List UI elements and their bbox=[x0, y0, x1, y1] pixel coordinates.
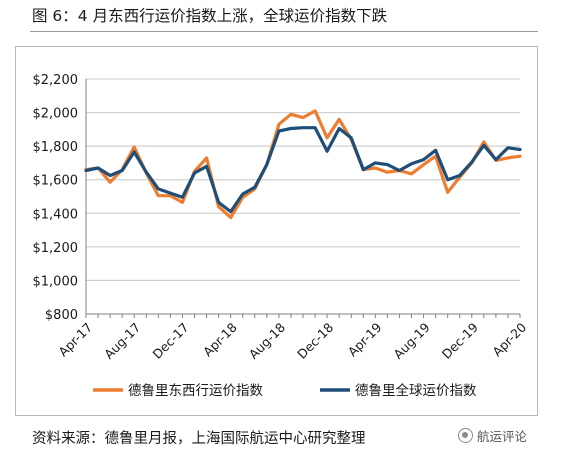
figure-title: 图 6：4 月东西行运价指数上涨，全球运价指数下跌 bbox=[32, 7, 388, 25]
series-line-east-west bbox=[84, 109, 522, 220]
x-tick-label: Dec-19 bbox=[439, 320, 481, 362]
y-tick-label: $1,200 bbox=[33, 241, 79, 256]
y-tick-label: $1,000 bbox=[33, 274, 79, 289]
x-tick-label: Apr-19 bbox=[345, 320, 385, 360]
watermark: 航运评论 bbox=[458, 426, 527, 445]
title-divider bbox=[30, 31, 538, 32]
watermark-text: 航运评论 bbox=[477, 429, 528, 444]
series-line-global bbox=[84, 126, 522, 214]
x-tick-label: Aug-17 bbox=[101, 320, 143, 362]
source-note: 资料来源：德鲁里月报，上海国际航运中心研究整理 bbox=[32, 431, 366, 447]
x-tick-label: Dec-17 bbox=[149, 320, 191, 362]
x-tick-label: Apr-18 bbox=[200, 320, 240, 360]
y-tick-label: $1,600 bbox=[33, 174, 79, 189]
x-tick-label: Apr-17 bbox=[55, 320, 95, 360]
x-tick-label: Dec-18 bbox=[294, 320, 336, 362]
y-tick-label: $1,800 bbox=[33, 140, 79, 155]
chart-frame bbox=[15, 46, 538, 416]
y-tick-label: $2,200 bbox=[33, 73, 79, 88]
legend-label: 德鲁里全球运价指数 bbox=[355, 382, 477, 399]
x-tick-label: Apr-20 bbox=[489, 320, 529, 360]
x-tick-label: Aug-19 bbox=[390, 320, 432, 362]
y-tick-label: $800 bbox=[45, 308, 78, 323]
legend-label: 德鲁里东西行运价指数 bbox=[128, 383, 263, 399]
wechat-logo-icon bbox=[458, 428, 473, 443]
x-tick-label: Aug-18 bbox=[246, 320, 288, 362]
y-tick-label: $1,400 bbox=[33, 207, 79, 222]
y-tick-label: $2,000 bbox=[33, 107, 79, 122]
